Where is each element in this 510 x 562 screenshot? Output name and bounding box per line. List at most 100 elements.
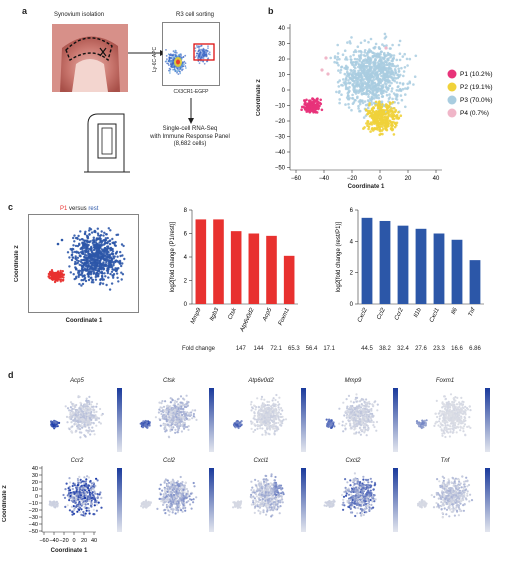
colorbar <box>117 388 122 452</box>
bar-y-tick-label: 0 <box>184 302 188 308</box>
b-y-tick-label: 30 <box>278 42 285 48</box>
c-cells <box>47 227 126 291</box>
b-x-tick-label: 0 <box>378 176 382 182</box>
bar-category-label: Il6 <box>451 307 459 316</box>
bar-Itgb3 <box>213 219 224 304</box>
gene-tsne-atp6v0d2 <box>232 388 306 452</box>
c-title-p1: P1 <box>60 206 68 212</box>
bar-Foxm1 <box>283 255 295 304</box>
colorbar <box>485 388 490 452</box>
gene-tsne-ctsk <box>139 388 214 452</box>
fold-change-value: 16.6 <box>451 346 463 352</box>
gene-label-atp6v0d2: Atp6v0d2 <box>248 378 274 384</box>
bar-Acp5 <box>266 235 277 304</box>
synovium-photo <box>52 24 128 92</box>
gene-tsne-ccl2 <box>140 468 214 532</box>
bar-category-label: Ccr2 <box>394 307 405 322</box>
colorbar <box>209 388 214 452</box>
b-y-tick-label: −40 <box>275 150 286 156</box>
sequencer-icon <box>84 113 130 173</box>
b-xlabel: Coordinate 1 <box>347 184 385 190</box>
facs-events <box>164 44 211 75</box>
synovium-title: Synovium isolation <box>54 12 105 18</box>
b-y-tick-label: −50 <box>275 166 286 172</box>
facs-x-axis-label: CX3CR1-EGFP <box>173 89 209 95</box>
d-y-tick-label: 10 <box>32 487 38 493</box>
bar-Il6 <box>451 239 463 304</box>
b-x-ticks: −60 −40 −20 0 20 40 <box>291 170 440 182</box>
bar-Mmp9 <box>195 219 207 304</box>
bar-category-label: Acp5 <box>262 307 274 323</box>
b-y-tick-label: −30 <box>275 135 286 141</box>
panel-d-letter: d <box>8 370 14 380</box>
d-y-tick-label: −20 <box>29 508 38 514</box>
d-x-tick-label: −60 <box>39 538 48 544</box>
bar-category-label: Cxcl1 <box>429 307 441 323</box>
colorbar <box>301 468 306 532</box>
gene-tsne-ccr2 <box>48 468 122 532</box>
facs-plot <box>162 22 220 86</box>
d-x-tick-label: 40 <box>91 538 97 544</box>
b-y-tick-label: −20 <box>275 119 286 125</box>
gene-tsne-mmp9 <box>325 388 398 452</box>
d-x-tick-label: 0 <box>72 538 75 544</box>
fold-change-value: 65.3 <box>287 346 300 352</box>
seq-line-3: (8,682 cells) <box>173 141 207 147</box>
d-y-tick-label: 20 <box>32 480 38 486</box>
gene-label-ccr2: Ccr2 <box>70 458 84 464</box>
bar-Ccl2 <box>379 220 391 304</box>
legend-swatch <box>447 69 457 79</box>
d-y-tick-label: 0 <box>35 494 38 500</box>
d-x-tick-label: 20 <box>81 538 87 544</box>
fold-change-left-values: 147 144 72.1 65.3 56.4 17.1 <box>232 346 352 354</box>
gene-label-ccl2: Ccl2 <box>162 458 175 464</box>
panel-c-letter: c <box>8 202 14 212</box>
fold-change-value: 17.1 <box>323 346 335 352</box>
bar-category-label: Il1b <box>413 307 423 319</box>
bar-y-tick-label: 6 <box>350 208 354 214</box>
fold-change-value: 6.86 <box>469 346 481 352</box>
bar-y-tick-label: 6 <box>184 232 188 238</box>
fold-change-right-values: 44.5 38.2 32.4 27.6 23.3 16.6 6.86 <box>356 346 496 354</box>
b-x-tick-label: −40 <box>319 176 330 182</box>
b-y-tick-label: 10 <box>278 73 285 79</box>
bar-y-tick-label: 2 <box>184 279 188 285</box>
bar-Ccr2 <box>397 225 409 304</box>
legend-label: P4 (0.7%) <box>460 110 489 117</box>
bar-category-label: Ctsk <box>227 306 238 320</box>
bar-y-tick-label: 4 <box>184 255 188 261</box>
bar-y-axis-label: log2[fold change (rest/P1)] <box>336 221 342 292</box>
bar-Tnf <box>469 260 481 304</box>
colorbar <box>117 468 122 532</box>
gene-tsne-foxm1 <box>415 388 490 452</box>
d-ylabel: Coordinate 2 <box>2 485 8 523</box>
bar-Il1b <box>415 228 427 304</box>
bar-Ctsk <box>230 231 242 304</box>
gene-tsne-cxcl2 <box>323 468 398 532</box>
gene-label-cxcl2: Cxcl2 <box>345 458 361 464</box>
gene-label-foxm1: Foxm1 <box>435 378 455 384</box>
arrow-down-icon <box>188 98 194 124</box>
panel-b-letter: b <box>268 6 274 16</box>
legend-label: P1 (10.2%) <box>460 71 493 78</box>
colorbar <box>393 468 398 532</box>
bar-y-tick-label: 2 <box>350 271 354 277</box>
d-x-tick-label: −40 <box>49 538 58 544</box>
gene-tsne-cxcl1 <box>232 468 306 532</box>
fold-change-value: 38.2 <box>379 346 391 352</box>
b-x-tick-label: −60 <box>291 176 302 182</box>
d-y-tick-label: −30 <box>29 515 38 521</box>
b-y-ticks: 40 30 20 10 0 −10 −20 −30 −40 −50 <box>275 26 290 172</box>
bar-category-label: Ccl2 <box>376 307 387 321</box>
c-title: P1 versus rest <box>60 206 98 212</box>
bar-y-tick-label: 0 <box>350 302 354 308</box>
sorting-title: R3 cell sorting <box>176 12 215 18</box>
fold-change-value: 27.6 <box>415 346 427 352</box>
colorbar <box>301 388 306 452</box>
gene-label-ctsk: Ctsk <box>163 378 175 384</box>
